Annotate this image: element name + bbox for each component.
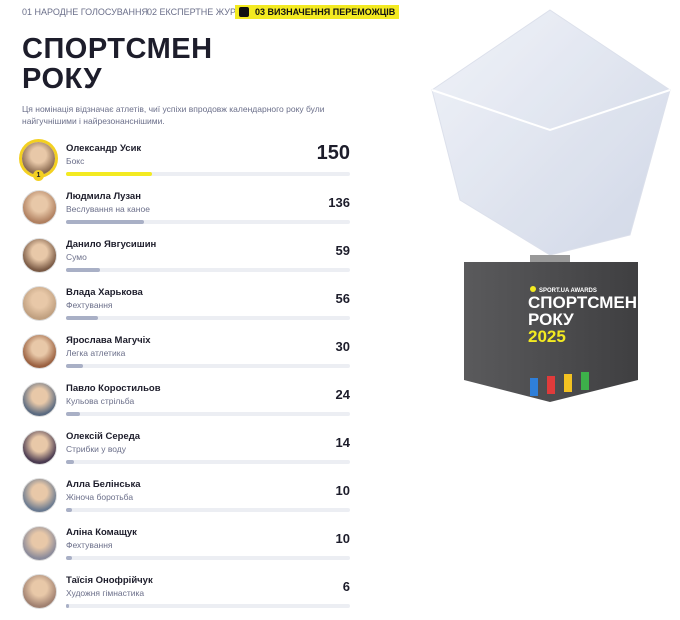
athlete-sport: Стрибки у воду — [66, 444, 126, 454]
tab[interactable]: 02 ЕКСПЕРТНЕ ЖУРІ — [147, 7, 239, 17]
progress-bar — [66, 604, 70, 608]
progress-bar — [66, 220, 144, 224]
leader-row: Таїсія Онофрійчук Художня гімнастика 6 — [0, 572, 360, 620]
progress-track — [66, 508, 350, 512]
leader-row: Олексій Середа Стрибки у воду 14 — [0, 428, 360, 476]
progress-track — [66, 268, 350, 272]
score: 136 — [328, 195, 350, 210]
score: 56 — [335, 291, 350, 306]
score: 59 — [335, 243, 350, 258]
leader-row: Данило Явгусишин Сумо 59 — [0, 236, 360, 284]
athlete-sport: Художня гімнастика — [66, 588, 145, 598]
score: 6 — [342, 579, 350, 594]
progress-track — [66, 412, 350, 416]
trophy-brand: SPORT.UA AWARDS — [539, 288, 597, 294]
rank-badge: 1 — [33, 170, 44, 181]
title: СПОРТСМЕН РОКУ — [22, 34, 213, 94]
leader-row: Алла Белінська Жіноча боротьба 10 — [0, 476, 360, 524]
progress-track — [66, 460, 350, 464]
progress-bar — [66, 412, 80, 416]
athlete-sport: Легка атлетика — [66, 348, 126, 358]
score: 30 — [335, 339, 350, 354]
score: 14 — [335, 435, 350, 450]
progress-bar — [66, 364, 84, 368]
progress-track — [66, 556, 350, 560]
avatar — [22, 382, 57, 417]
avatar — [22, 478, 57, 513]
avatar — [22, 574, 57, 609]
score: 10 — [335, 483, 350, 498]
leader-row: Павло Коростильов Кульова стрільба 24 — [0, 380, 360, 428]
leader-row: Аліна Комащук Фехтування 10 — [0, 524, 360, 572]
athlete-name: Влада Харькова — [66, 287, 143, 298]
trophy-year: 2025 — [528, 327, 566, 346]
score: 10 — [335, 531, 350, 546]
athlete-name: Олексій Середа — [66, 431, 141, 442]
progress-track — [66, 220, 350, 224]
tab-active[interactable]: 03 ВИЗНАЧЕННЯ ПЕРЕМОЖЦІВ — [235, 5, 400, 19]
avatar — [22, 430, 57, 465]
athlete-name: Ярослава Магучіх — [66, 335, 151, 346]
tab-label: 03 ВИЗНАЧЕННЯ ПЕРЕМОЖЦІВ — [255, 7, 396, 17]
leader-row: Ярослава Магучіх Легка атлетика 30 — [0, 332, 360, 380]
athlete-sport: Фехтування — [66, 300, 113, 310]
progress-track — [66, 316, 350, 320]
progress-bar — [66, 556, 72, 560]
score: 24 — [335, 387, 350, 402]
trophy: SPORT.UA AWARDS СПОРТСМЕН РОКУ 2025 — [431, 9, 671, 402]
tab[interactable]: 01 НАРОДНЕ ГОЛОСУВАННЯ — [22, 7, 149, 17]
tab-icon — [239, 7, 249, 17]
avatar — [22, 238, 57, 273]
athlete-name: Алла Белінська — [66, 479, 141, 490]
avatar — [22, 334, 57, 369]
progress-track — [66, 172, 350, 176]
avatar — [22, 190, 57, 225]
score: 150 — [316, 142, 350, 164]
progress-bar — [66, 508, 72, 512]
progress-bar — [66, 172, 152, 176]
progress-bar — [66, 460, 74, 464]
athlete-name: Аліна Комащук — [66, 527, 137, 538]
progress-track — [66, 364, 350, 368]
leader-row: 1 Олександр Усик Бокс 150 — [0, 140, 360, 188]
leader-row: Людмила Лузан Веслування на каное 136 — [0, 188, 360, 236]
progress-track — [66, 604, 350, 608]
title-line: РОКУ — [22, 63, 102, 95]
athlete-name: Павло Коростильов — [66, 383, 161, 394]
trophy-text: СПОРТСМЕН — [528, 293, 637, 312]
avatar — [22, 526, 57, 561]
avatar — [22, 286, 57, 321]
athlete-sport: Веслування на каное — [66, 204, 150, 214]
athlete-sport: Бокс — [66, 156, 85, 166]
progress-bar — [66, 316, 98, 320]
athlete-sport: Кульова стрільба — [66, 396, 135, 406]
athlete-name: Людмила Лузан — [66, 191, 141, 202]
athlete-sport: Жіноча боротьба — [66, 492, 134, 502]
athlete-sport: Фехтування — [66, 540, 113, 550]
trophy-text: РОКУ — [528, 310, 574, 329]
description: Ця номінація відзначає атлетів, чиї успі… — [22, 104, 325, 126]
athlete-name: Олександр Усик — [66, 143, 142, 154]
athlete-name: Данило Явгусишин — [66, 239, 157, 250]
leader-row: Влада Харькова Фехтування 56 — [0, 284, 360, 332]
progress-bar — [66, 268, 100, 272]
athlete-sport: Сумо — [66, 252, 87, 262]
athlete-name: Таїсія Онофрійчук — [66, 575, 153, 586]
avatar — [22, 142, 55, 175]
title-line: СПОРТСМЕН — [22, 33, 213, 65]
